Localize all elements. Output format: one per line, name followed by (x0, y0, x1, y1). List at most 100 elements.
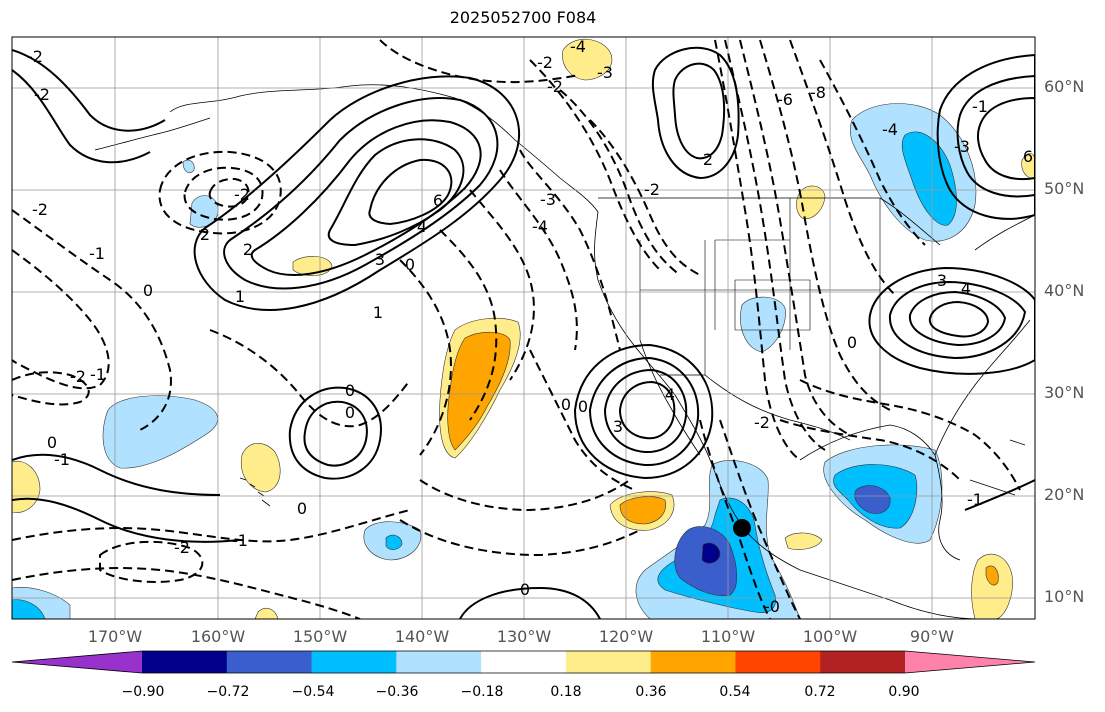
coastlines-borders (94, 84, 1035, 619)
contour-label: 0 (847, 333, 857, 352)
contour-label: -3 (597, 63, 613, 82)
colorbar-tick-label: 0.72 (804, 684, 836, 700)
colorbar-swatch (396, 651, 482, 673)
contour-trough-5 (399, 259, 452, 456)
contour-pacific-high-inner (368, 158, 453, 226)
gridlines (12, 37, 1035, 619)
contour-mid-ocean-2 (399, 519, 641, 557)
contour-label: 0 (561, 395, 571, 414)
contour-label: -2 (174, 538, 190, 557)
lat-label: 50°N (1044, 179, 1085, 198)
contour-label: 1 (373, 303, 383, 322)
contour-label: 4 (417, 217, 427, 236)
shade-bottom-left-blue-mid (12, 599, 46, 619)
positive-contours (12, 46, 1035, 619)
chart-title: 2025052700 F084 (449, 8, 597, 27)
contour-label: -6 (777, 90, 793, 109)
colorbar-tick-label: 0.90 (888, 684, 920, 700)
lon-label: 170°W (87, 627, 143, 646)
contour-pacific-high-2 (223, 97, 499, 290)
map-frame (11, 36, 1036, 620)
contour-label: -4 (882, 120, 898, 139)
shade-west-blue (102, 395, 218, 469)
contour-subtrop-1 (12, 509, 411, 543)
contour-gulf-1 (799, 379, 1021, 491)
contour-far-east-positive (964, 479, 1035, 511)
colorbar-swatch (820, 651, 906, 673)
contour-baja-high-3 (603, 368, 688, 454)
contour-rockies-4 (759, 39, 891, 411)
contour-west-minus2 (12, 371, 90, 406)
contour-rockies-3 (739, 39, 851, 436)
contour-label: 1 (235, 287, 245, 306)
contour-rockies-6 (819, 59, 926, 246)
lat-label: 40°N (1044, 281, 1085, 300)
colorbar-tick-label: −0.18 (460, 684, 504, 700)
colorbar-tick-label: −0.36 (375, 684, 419, 700)
contour-label: -8 (810, 83, 826, 102)
contour-label: -0 (764, 597, 780, 616)
lon-label: 130°W (496, 627, 552, 646)
contour-bottom-zero (459, 586, 601, 619)
alaska-coastline (169, 84, 599, 213)
contour-label: 0 (345, 403, 355, 422)
contour-label: -2 (34, 85, 50, 104)
contour-label: -2 (754, 413, 770, 432)
colorbar-tick-label: 0.54 (719, 684, 751, 700)
contour-label: 0 (297, 499, 307, 518)
contour-label: 2 (703, 150, 713, 169)
shade-alaska-small (182, 159, 195, 174)
contour-label: -1 (54, 450, 70, 469)
contour-label: 3 (375, 250, 385, 269)
contour-ne-high-2 (956, 74, 1035, 198)
contour-trough-3 (469, 189, 535, 381)
colorbar-tick-label: 0.18 (550, 684, 582, 700)
contour-label: -1 (972, 97, 988, 116)
contour-label: 4 (665, 385, 675, 404)
contour-mexico-trough-2 (719, 419, 801, 619)
contour-hudson-low-2 (559, 89, 681, 276)
contour-label: -1 (90, 365, 106, 384)
contour-label: -2 (547, 77, 563, 96)
contour-label: 4 (961, 279, 971, 298)
contour-label: 2 (200, 225, 210, 244)
contour-label: 0 (578, 397, 588, 416)
contour-east-high-2 (888, 280, 1027, 360)
contour-label: 0 (405, 255, 415, 274)
shade-mexico-blue-core (701, 542, 721, 564)
contour-hudson-high-1 (651, 46, 740, 180)
contour-label: -4 (532, 217, 548, 236)
shade-ohio-blue (740, 296, 786, 353)
contour-rockies-1 (714, 39, 801, 461)
contour-label: 2 (243, 240, 253, 259)
contour-label: 0 (345, 381, 355, 400)
shade-east-yellow (1021, 153, 1035, 179)
colorbar-tick-label: 0.36 (635, 684, 667, 700)
contour-baja-high-4 (618, 380, 676, 440)
shade-hudson-top (562, 38, 613, 81)
contour-label: -3 (954, 137, 970, 156)
contour-label: -2 (32, 200, 48, 219)
central-america (799, 569, 981, 619)
colorbar-swatch (650, 651, 736, 673)
lon-label: 160°W (190, 627, 246, 646)
contour-label: -2 (27, 47, 43, 66)
colorbar-tick-label: −0.72 (206, 684, 250, 700)
contour-label: -2 (644, 180, 660, 199)
contour-rockies-2 (724, 39, 826, 451)
hawaii-islands (239, 477, 271, 507)
contour-one-line (12, 497, 241, 543)
contour-label: 0 (143, 281, 153, 300)
colorbar-swatch (565, 651, 652, 673)
contour-pacific-high-outer (193, 75, 521, 311)
contour-label: 0 (47, 433, 57, 452)
contour-trough-2 (499, 169, 578, 351)
contour-label: -4 (570, 37, 586, 56)
contour-label: -1 (232, 531, 248, 550)
negative-contours (12, 39, 1021, 619)
contour-label: -2 (234, 185, 250, 204)
contour-pacific-west-2 (12, 249, 110, 390)
contour-pacific-high-4 (327, 138, 465, 247)
contour-hawaii-zero-inner (303, 400, 368, 467)
colorbar-tick-label: −0.54 (291, 684, 335, 700)
